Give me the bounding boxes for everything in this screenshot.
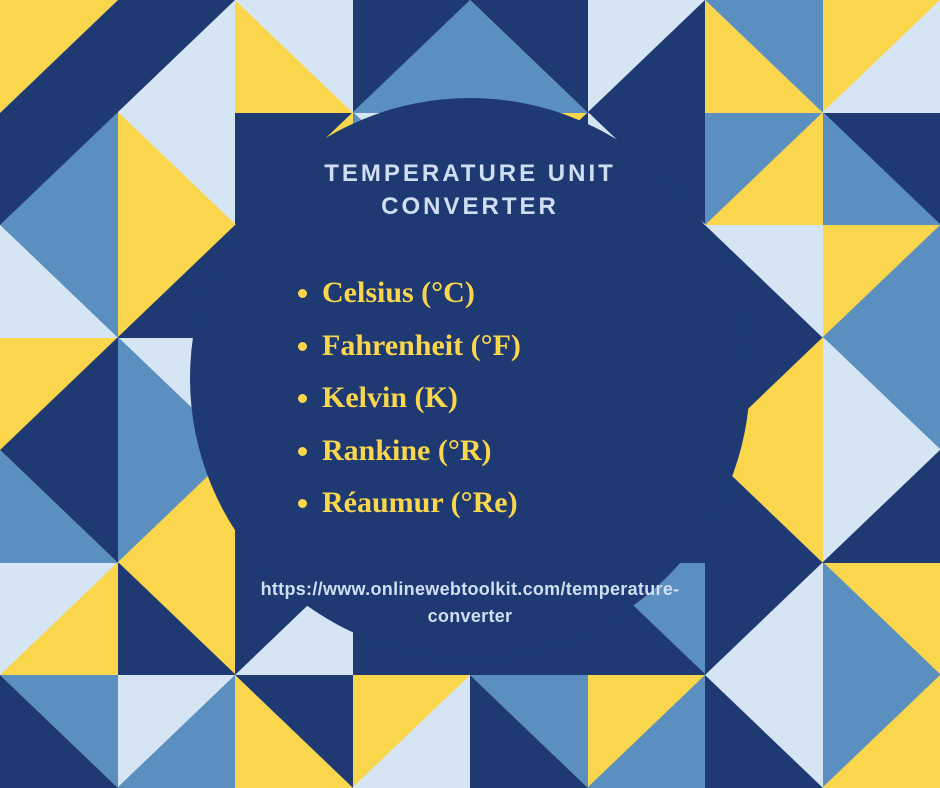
content-circle: TEMPERATURE UNIT CONVERTER Celsius (°C)F… [190,98,750,658]
page-title: TEMPERATURE UNIT CONVERTER [245,158,695,223]
unit-list-item: Fahrenheit (°F) [322,320,650,373]
unit-list: Celsius (°C)Fahrenheit (°F)Kelvin (K)Ran… [290,267,650,530]
unit-list-item: Réaumur (°Re) [322,477,650,530]
source-url: https://www.onlinewebtoolkit.com/tempera… [245,576,695,630]
unit-list-item: Rankine (°R) [322,425,650,478]
unit-list-item: Kelvin (K) [322,372,650,425]
unit-list-item: Celsius (°C) [322,267,650,320]
